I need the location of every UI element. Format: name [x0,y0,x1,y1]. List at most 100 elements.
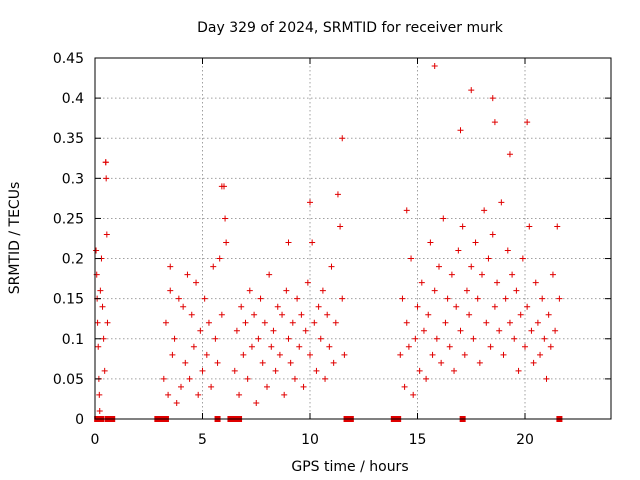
data-point [479,271,485,278]
data-point [524,119,531,126]
data-point [416,367,423,374]
data-point [180,303,187,310]
data-point [173,399,180,406]
data-point [186,375,193,382]
data-point [103,175,110,182]
data-point [541,335,548,342]
data-point [307,199,313,206]
y-axis-label: SRMTID / TECUs [7,182,23,295]
y-tick-label: 0 [75,412,84,428]
x-tick-label: 10 [301,432,319,448]
data-point [210,263,217,270]
data-point [543,375,550,382]
data-point [504,247,511,254]
data-point [94,319,101,326]
data-point [283,287,290,294]
data-point [285,239,292,246]
data-point [451,367,458,374]
data-points [93,63,563,414]
data-point [498,199,505,206]
data-point [100,335,107,342]
data-point [476,359,483,366]
data-point [483,319,490,326]
data-point [233,327,240,334]
y-tick-label: 0.3 [62,171,84,187]
data-point [397,351,404,358]
data-point [519,255,526,262]
data-point [285,335,292,342]
data-point [171,335,178,342]
data-point [509,271,516,278]
y-tick-label: 0.05 [53,372,84,388]
data-point [530,359,537,366]
data-point [418,279,425,286]
data-point [515,367,522,374]
data-point [461,351,468,358]
data-point [453,303,460,310]
data-point [326,343,333,350]
data-point [193,279,200,286]
data-point [472,239,479,246]
data-point [197,327,204,334]
data-point [459,223,466,230]
y-tick-label: 0.2 [62,252,84,268]
y-tick-label: 0.4 [62,91,84,107]
data-point [412,335,419,342]
data-point [255,335,262,342]
data-point [291,375,298,382]
data-point [195,391,202,398]
data-point [300,383,307,390]
data-point [549,271,556,278]
data-point [307,351,313,358]
data-point [99,303,106,310]
x-axis: 0 5 10 15 20 [91,58,534,448]
data-point [399,295,406,302]
y-tick-label: 0.45 [53,51,84,67]
data-point [315,303,322,310]
data-point [268,343,275,350]
data-point [253,399,260,406]
data-point [103,231,110,238]
data-point [511,335,518,342]
data-point [436,263,442,270]
data-point [188,311,195,318]
data-point [95,343,102,350]
data-point [339,135,346,142]
data-point [455,247,462,254]
data-point [539,295,546,302]
data-point [222,215,229,222]
data-point [470,335,477,342]
data-point [408,255,415,262]
data-point [248,343,255,350]
data-point [182,359,189,366]
data-point [433,335,440,342]
data-point [244,375,251,382]
data-point [160,375,167,382]
data-point [524,303,531,310]
data-point [214,359,221,366]
data-point [420,327,427,334]
data-point [481,207,488,214]
data-point [298,311,305,318]
data-point [212,335,219,342]
data-point [513,287,520,294]
data-point [240,351,247,358]
data-point [414,303,421,310]
data-point [190,343,197,350]
data-point [552,327,559,334]
data-point [201,295,208,302]
data-point [506,319,513,326]
data-point [405,343,412,350]
data-point [208,383,215,390]
data-point [309,239,316,246]
data-point [491,303,498,310]
data-point [101,367,108,374]
data-point [319,287,326,294]
data-point [532,279,539,286]
data-point [330,359,337,366]
data-point [554,223,561,230]
y-tick-label: 0.15 [53,292,84,308]
data-point [167,263,174,270]
data-point [223,239,230,246]
data-point [474,295,481,302]
